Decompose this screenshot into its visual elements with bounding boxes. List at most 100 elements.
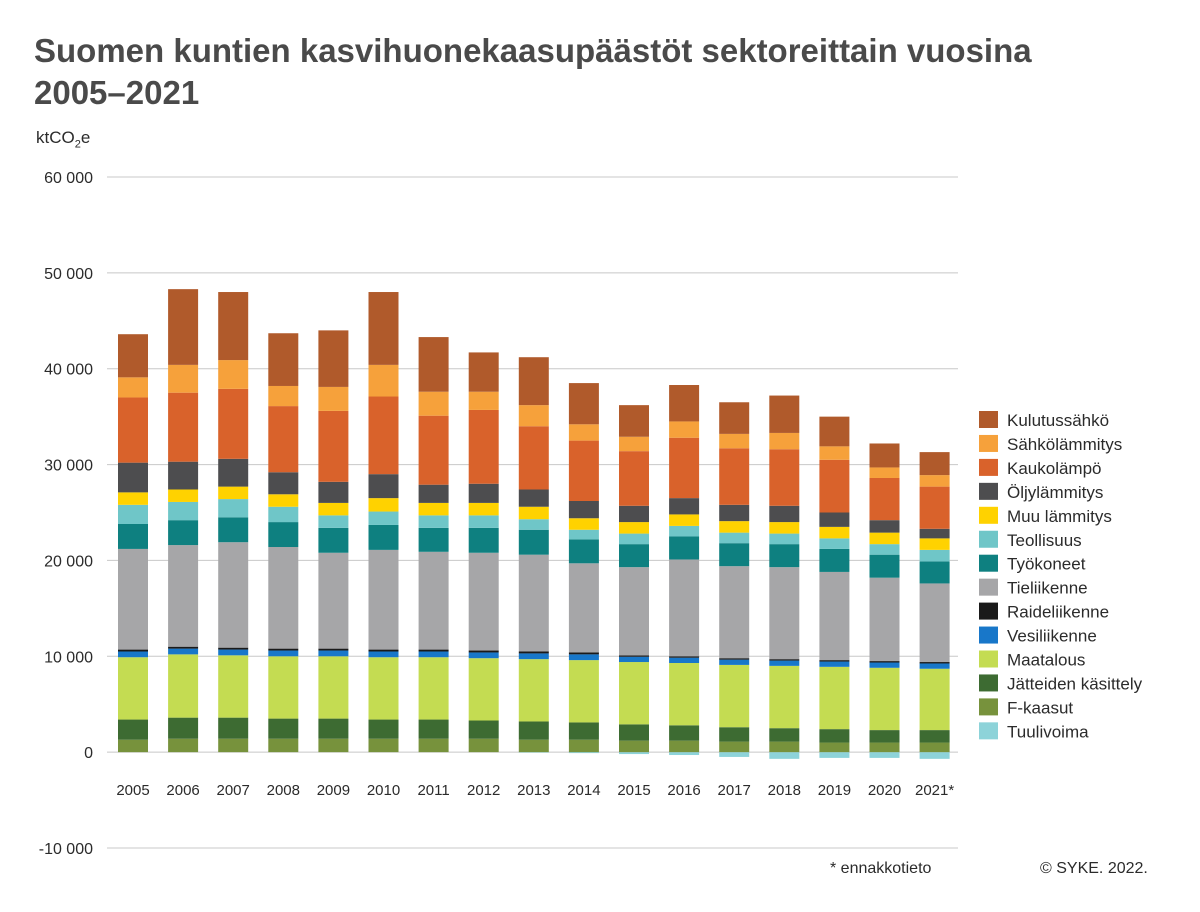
- y-tick-label: 10 000: [44, 649, 93, 666]
- bar-segment-jatteiden-kasittely: [869, 730, 900, 743]
- bar-segment-teollisuus: [368, 511, 399, 525]
- legend-label-tyokoneet: Työkoneet: [1007, 555, 1086, 574]
- bar-segment-f-kaasut: [468, 738, 499, 753]
- bar-segment-sahkolammitys: [418, 391, 449, 416]
- legend-label-tieliikenne: Tieliikenne: [1007, 579, 1088, 598]
- bar-segment-teollisuus: [268, 506, 299, 523]
- y-tick-label: 20 000: [44, 553, 93, 570]
- bar-segment-oljylammitys: [919, 528, 950, 539]
- bar-segment-muu-lammitys: [568, 518, 599, 530]
- x-tick-label: 2007: [217, 782, 250, 799]
- bar-segment-teollisuus: [518, 519, 549, 530]
- bar-segment-maatalous: [168, 654, 199, 718]
- legend-swatch-tuulivoima: [979, 722, 998, 740]
- bar-segment-f-kaasut: [769, 741, 800, 753]
- bar-segment-kulutussahko: [769, 395, 800, 433]
- bar-segment-teollisuus: [869, 544, 900, 555]
- bar-segment-tuulivoima: [819, 752, 850, 758]
- bar-segment-kaukolampo: [769, 449, 800, 506]
- legend-label-jatteiden-kasittely: Jätteiden käsittely: [1007, 674, 1143, 693]
- bar-segment-f-kaasut: [669, 740, 700, 753]
- bar-segment-sahkolammitys: [318, 386, 349, 411]
- bar-segment-jatteiden-kasittely: [819, 729, 850, 743]
- bar-segment-raideliikenne: [318, 648, 349, 651]
- bar-segment-kulutussahko: [819, 416, 850, 447]
- bar-segment-maatalous: [318, 656, 349, 719]
- bar-segment-f-kaasut: [518, 739, 549, 753]
- y-axis-unit-label: ktCO2e: [36, 128, 90, 150]
- bar-segment-sahkolammitys: [468, 391, 499, 410]
- bar-segment-oljylammitys: [318, 481, 349, 503]
- bar-segment-kulutussahko: [869, 443, 900, 468]
- bar-segment-tuulivoima: [919, 752, 950, 759]
- bar-segment-teollisuus: [919, 549, 950, 562]
- bar-segment-tieliikenne: [518, 554, 549, 652]
- bar-segment-muu-lammitys: [118, 492, 148, 505]
- bar-segment-maatalous: [568, 660, 599, 723]
- bar-segment-muu-lammitys: [418, 502, 449, 516]
- x-tick-label: 2021*: [915, 782, 954, 799]
- x-tick-label: 2012: [467, 782, 500, 799]
- bar-segment-oljylammitys: [418, 484, 449, 503]
- bar-segment-maatalous: [418, 657, 449, 720]
- bar-segment-tieliikenne: [168, 545, 199, 647]
- bar-segment-kulutussahko: [368, 292, 399, 365]
- bar-segment-kaukolampo: [819, 459, 850, 513]
- legend-swatch-kaukolampo: [979, 458, 998, 476]
- bar-segment-sahkolammitys: [719, 433, 750, 449]
- bar-segment-tuulivoima: [719, 752, 750, 757]
- bar-segment-muu-lammitys: [769, 522, 800, 534]
- bar-segment-tieliikenne: [118, 548, 148, 650]
- y-tick-label: 30 000: [44, 458, 93, 475]
- bar-segment-vesiliikenne: [268, 650, 299, 657]
- legend-swatch-oljylammitys: [979, 482, 998, 500]
- bar-segment-vesiliikenne: [769, 660, 800, 666]
- bar-segment-tyokoneet: [769, 544, 800, 568]
- x-tick-label: 2016: [667, 782, 700, 799]
- bar-segment-muu-lammitys: [368, 498, 399, 512]
- x-axis-ticks: 2005 2006 2007 2008 2009 2010 2011 2012 2013 2014…: [116, 782, 954, 799]
- bar-segment-tyokoneet: [468, 527, 499, 553]
- bar-segment-tyokoneet: [819, 548, 850, 572]
- bar-segment-kulutussahko: [168, 289, 199, 365]
- bar-segment-teollisuus: [318, 515, 349, 528]
- legend-swatch-tyokoneet: [979, 554, 998, 572]
- bar-segment-tieliikenne: [669, 559, 700, 657]
- bar-segment-sahkolammitys: [368, 364, 399, 397]
- bar-segment-tieliikenne: [318, 552, 349, 649]
- bar-segment-jatteiden-kasittely: [218, 717, 249, 739]
- bar-segment-vesiliikenne: [719, 659, 750, 665]
- legend-swatch-kulutussahko: [979, 411, 998, 428]
- bar-segment-vesiliikenne: [168, 648, 199, 655]
- bar-segment-f-kaasut: [168, 738, 199, 753]
- bar-segment-teollisuus: [218, 499, 249, 518]
- bar-segment-oljylammitys: [719, 504, 750, 522]
- bar-segment-sahkolammitys: [268, 385, 299, 407]
- bar-segment-oljylammitys: [619, 505, 649, 523]
- bar-segment-tyokoneet: [118, 524, 148, 549]
- bar-segment-raideliikenne: [919, 662, 950, 664]
- bar-segment-teollisuus: [468, 515, 499, 528]
- bar-segment-muu-lammitys: [619, 522, 649, 534]
- bar-segment-jatteiden-kasittely: [118, 719, 148, 740]
- bar-segment-vesiliikenne: [568, 654, 599, 661]
- bar-segment-maatalous: [819, 666, 850, 730]
- legend-swatch-muu-lammitys: [979, 506, 998, 524]
- bar-segment-jatteiden-kasittely: [619, 724, 649, 741]
- bar-segment-sahkolammitys: [819, 446, 850, 460]
- bar-segment-tyokoneet: [619, 544, 649, 568]
- bar-segment-muu-lammitys: [518, 506, 549, 520]
- bar-segment-oljylammitys: [168, 461, 199, 490]
- bar-segment-kulutussahko: [468, 352, 499, 392]
- bar-segment-jatteiden-kasittely: [368, 719, 399, 739]
- bar-segment-raideliikenne: [118, 649, 148, 652]
- bar-segment-tyokoneet: [568, 539, 599, 564]
- bar-segment-f-kaasut: [619, 740, 649, 753]
- bar-segment-tyokoneet: [669, 536, 700, 560]
- bar-segment-tieliikenne: [719, 566, 750, 659]
- bar-segment-tuulivoima: [568, 752, 599, 754]
- bar-segment-muu-lammitys: [268, 494, 299, 507]
- bar-segment-sahkolammitys: [118, 377, 148, 398]
- bar-segment-f-kaasut: [719, 741, 750, 753]
